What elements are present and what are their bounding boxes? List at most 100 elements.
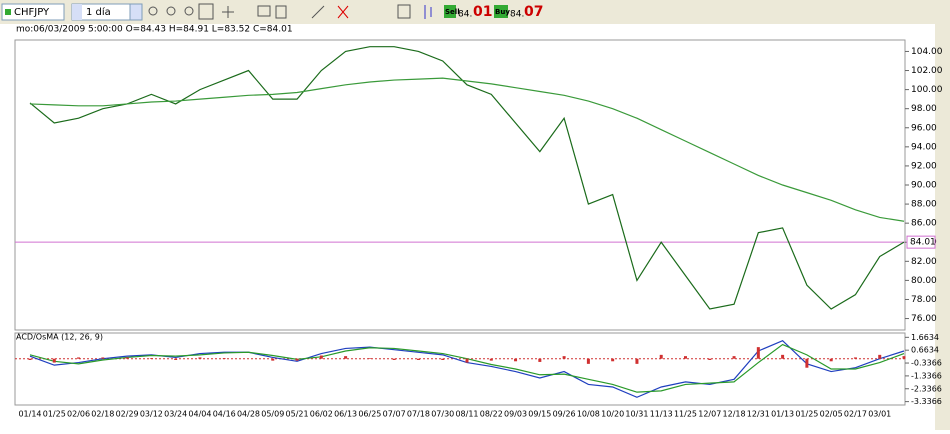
histogram-bar <box>174 358 178 360</box>
x-tick-label: 02/18 <box>91 410 114 419</box>
y-tick-label: 98.00 <box>911 104 937 114</box>
zoom-fit[interactable] <box>184 6 194 16</box>
sell-button[interactable] <box>444 5 456 18</box>
x-tick-label: 02/05 <box>820 410 843 419</box>
x-tick-label: 09/26 <box>553 410 576 419</box>
x-tick-label: 08/11 <box>455 410 478 419</box>
y-tick-label: 94.00 <box>911 142 937 152</box>
x-tick-label: 12/07 <box>698 410 721 419</box>
histogram-bar <box>853 357 857 359</box>
x-tick-label: 09/03 <box>504 410 527 419</box>
x-tick-label: 10/20 <box>601 410 624 419</box>
indicator-panel <box>14 332 906 406</box>
x-tick-label: 01/13 <box>771 410 794 419</box>
x-tick-label: 07/07 <box>383 410 406 419</box>
histogram-bar <box>319 355 323 359</box>
symbol-icon <box>5 9 11 15</box>
histogram-bar <box>125 357 129 359</box>
y-tick-label: 88.00 <box>911 200 937 210</box>
y-tick-label: 90.00 <box>911 181 937 191</box>
histogram-bar <box>878 354 882 359</box>
histogram-bar <box>902 356 906 359</box>
toolbar <box>0 0 950 24</box>
cursor-tool[interactable] <box>198 3 214 20</box>
x-tick-label: 03/24 <box>164 410 187 419</box>
y-tick-label: 1.6634 <box>911 333 939 342</box>
price-label-box <box>906 235 936 249</box>
histogram-bar <box>149 358 153 359</box>
histogram-bar <box>101 357 105 359</box>
sell-label: Sell <box>445 8 460 16</box>
y-tick-label: -1.3366 <box>911 371 942 380</box>
y-tick-label: 78.00 <box>911 295 937 305</box>
series-line <box>29 340 905 398</box>
bars-tool[interactable] <box>424 5 432 19</box>
price-panel <box>14 39 906 331</box>
histogram-bar <box>756 347 760 359</box>
print-tool[interactable] <box>257 5 271 17</box>
histogram-bar <box>52 358 56 363</box>
x-tick-label: 03/01 <box>868 410 891 419</box>
x-tick-label: 10/08 <box>577 410 600 419</box>
histogram-bar <box>781 354 785 359</box>
y-tick-label: 92.00 <box>911 161 937 171</box>
histogram-bar <box>562 356 566 359</box>
histogram-bar <box>392 358 396 360</box>
x-tick-label: 03/12 <box>140 410 163 419</box>
y-tick-label: 102.00 <box>911 66 943 76</box>
x-tick-label: 06/02 <box>310 410 333 419</box>
histogram-bar <box>732 356 736 359</box>
histogram-bar <box>684 356 687 359</box>
histogram-bar <box>295 358 299 361</box>
sell-price-big: 01 <box>473 4 492 20</box>
histogram-bar <box>465 358 469 363</box>
delete-tool[interactable] <box>337 5 349 19</box>
dropdown-button[interactable] <box>129 3 143 21</box>
histogram-bar <box>708 358 712 360</box>
y-tick-label: 86.00 <box>911 219 937 229</box>
histogram-bar <box>659 354 663 359</box>
histogram-bar <box>368 358 372 359</box>
y-tick-label: 80.00 <box>911 276 937 286</box>
crosshair-tool[interactable] <box>222 6 234 18</box>
histogram-bar <box>586 358 590 364</box>
histogram-bar <box>222 358 226 359</box>
histogram-bar <box>829 358 833 362</box>
x-tick-label: 01/25 <box>43 410 66 419</box>
symbol-box[interactable] <box>1 3 65 21</box>
copy-tool[interactable] <box>275 5 287 19</box>
toolbar-icons <box>148 3 432 20</box>
histogram-bar <box>514 358 518 362</box>
buy-label: Buy <box>495 8 510 16</box>
histogram-bar <box>344 356 348 359</box>
y-tick-label: 0.6634 <box>911 346 939 355</box>
y-tick-label: 96.00 <box>911 123 937 133</box>
histogram-bar <box>198 357 202 359</box>
x-tick-label: 02/29 <box>116 410 139 419</box>
bar-info: mo:06/03/2009 5:00:00 O=84.43 H=84.91 L=… <box>16 25 293 35</box>
x-tick-label: 07/18 <box>407 410 430 419</box>
zoom-in[interactable] <box>148 6 158 16</box>
y-tick-label: 76.00 <box>911 314 937 324</box>
y-tick-label: -2.3366 <box>911 384 942 393</box>
buy-button[interactable] <box>494 5 508 18</box>
x-tick-label: 02/06 <box>67 410 90 419</box>
timeframe-dropdown[interactable] <box>72 4 82 20</box>
x-tick-label: 02/17 <box>844 410 867 419</box>
histogram-bar <box>611 358 615 362</box>
zoom-out[interactable] <box>166 6 176 16</box>
x-tick-label: 01/25 <box>795 410 818 419</box>
series-line <box>29 46 905 310</box>
line-tool[interactable] <box>311 5 325 19</box>
x-tick-label: 10/31 <box>625 410 648 419</box>
indicator-title: ACD/OsMA (12, 26, 9) <box>16 333 103 342</box>
y-tick-label: 82.00 <box>911 257 937 267</box>
y-tick-label: -0.3366 <box>911 359 942 368</box>
template-tool[interactable] <box>397 4 411 19</box>
histogram-bar <box>489 358 493 361</box>
histogram-bar <box>28 358 32 360</box>
x-tick-label: 05/09 <box>261 410 284 419</box>
series-line <box>29 77 905 222</box>
